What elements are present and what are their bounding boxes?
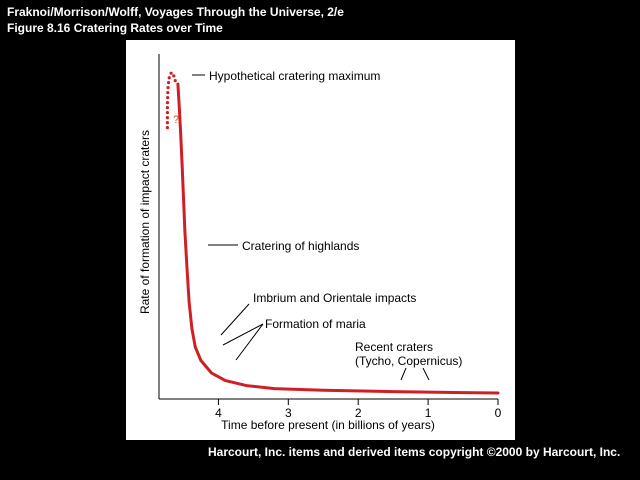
annotation-recent-line1: Recent craters: [355, 340, 433, 354]
leader-recent-1: [400, 367, 407, 381]
slide-header: Fraknoi/Morrison/Wolff, Voyages Through …: [7, 4, 344, 36]
annotation-maximum: Hypothetical cratering maximum: [209, 69, 380, 83]
figure-panel: 4 3 2 1 0 Hypothetical cratering maximum Cra…: [126, 40, 515, 440]
annotation-imbrium: Imbrium and Orientale impacts: [253, 291, 416, 305]
annotation-highlands: Cratering of highlands: [242, 239, 359, 253]
annotation-maria: Formation of maria: [265, 317, 366, 331]
annotation-leaders: [192, 74, 430, 381]
annotation-recent-line2: (Tycho, Copernicus): [355, 354, 462, 368]
leader-recent-2: [422, 367, 430, 381]
header-figure-title: Figure 8.16 Cratering Rates over Time: [7, 21, 223, 35]
x-ticks: 4 3 2 1 0: [215, 399, 502, 420]
question-mark: ?: [173, 114, 179, 126]
leader-maria-1: [222, 323, 264, 346]
x-tick-label-2: 2: [355, 406, 362, 420]
x-tick-label-0: 0: [495, 406, 502, 420]
hypothetical-maximum-curve: [165, 70, 180, 130]
cratering-rate-curve: [176, 82, 500, 395]
cratering-chart: 4 3 2 1 0 Hypothetical cratering maximum Cra…: [138, 54, 502, 432]
x-tick-label-1: 1: [425, 406, 432, 420]
y-axis-label: Rate of formation of impact craters: [138, 130, 152, 314]
x-tick-label-3: 3: [285, 406, 292, 420]
leader-imbrium: [220, 303, 250, 336]
x-tick-label-4: 4: [215, 406, 222, 420]
copyright-footer: Harcourt, Inc. items and derived items c…: [208, 445, 621, 459]
leader-maria-2: [235, 323, 264, 361]
series-layer: [165, 70, 500, 395]
header-source: Fraknoi/Morrison/Wolff, Voyages Through …: [7, 5, 344, 19]
x-axis-label: Time before present (in billions of year…: [221, 418, 435, 432]
